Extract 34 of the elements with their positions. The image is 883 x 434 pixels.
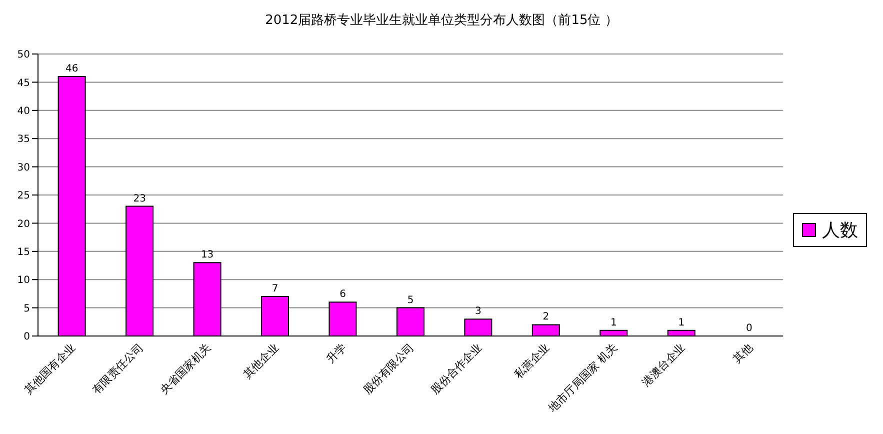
y-tick-label: 0 xyxy=(24,332,30,343)
y-tick-label: 30 xyxy=(17,162,30,174)
x-tick-label: 港澳台企业 xyxy=(639,340,688,390)
x-tick-label: 股份合作企业 xyxy=(428,340,484,397)
x-tick-label: 升学 xyxy=(324,340,349,366)
y-tick-label: 20 xyxy=(17,218,30,230)
data-label: 46 xyxy=(65,64,78,75)
data-label: 6 xyxy=(340,289,346,300)
x-tick-label: 其他国有企业 xyxy=(22,340,78,397)
y-tick-label: 10 xyxy=(17,275,30,286)
data-label: 0 xyxy=(746,323,752,334)
y-tick-label: 5 xyxy=(24,303,30,314)
data-label: 5 xyxy=(407,294,414,306)
x-tick-label: 央省国家机关 xyxy=(158,340,214,397)
data-label: 23 xyxy=(133,193,146,204)
y-tick-label: 45 xyxy=(17,78,30,89)
x-tick-label: 私营企业 xyxy=(512,340,552,382)
data-label: 3 xyxy=(475,306,482,318)
legend-label: 人数 xyxy=(822,219,858,242)
y-tick-label: 25 xyxy=(17,190,30,202)
data-label: 1 xyxy=(678,317,685,328)
y-tick-label: 50 xyxy=(17,50,30,61)
data-label: 13 xyxy=(200,250,214,261)
x-tick-label: 股份有限公司 xyxy=(360,340,417,397)
x-tick-label: 有限责任公司 xyxy=(90,340,146,397)
x-tick-label: 其他企业 xyxy=(240,340,282,382)
data-label: 2 xyxy=(542,312,550,323)
y-tick-label: 15 xyxy=(17,246,30,258)
chart-title: 2012届路桥专业毕业生就业单位类型分布人数图（前15位 ） xyxy=(264,12,619,30)
data-label: 7 xyxy=(272,284,278,295)
x-tick-label: 其他 xyxy=(730,340,756,366)
y-tick-label: 40 xyxy=(17,106,30,117)
y-tick-label: 35 xyxy=(17,134,30,146)
data-label: 1 xyxy=(610,317,617,328)
